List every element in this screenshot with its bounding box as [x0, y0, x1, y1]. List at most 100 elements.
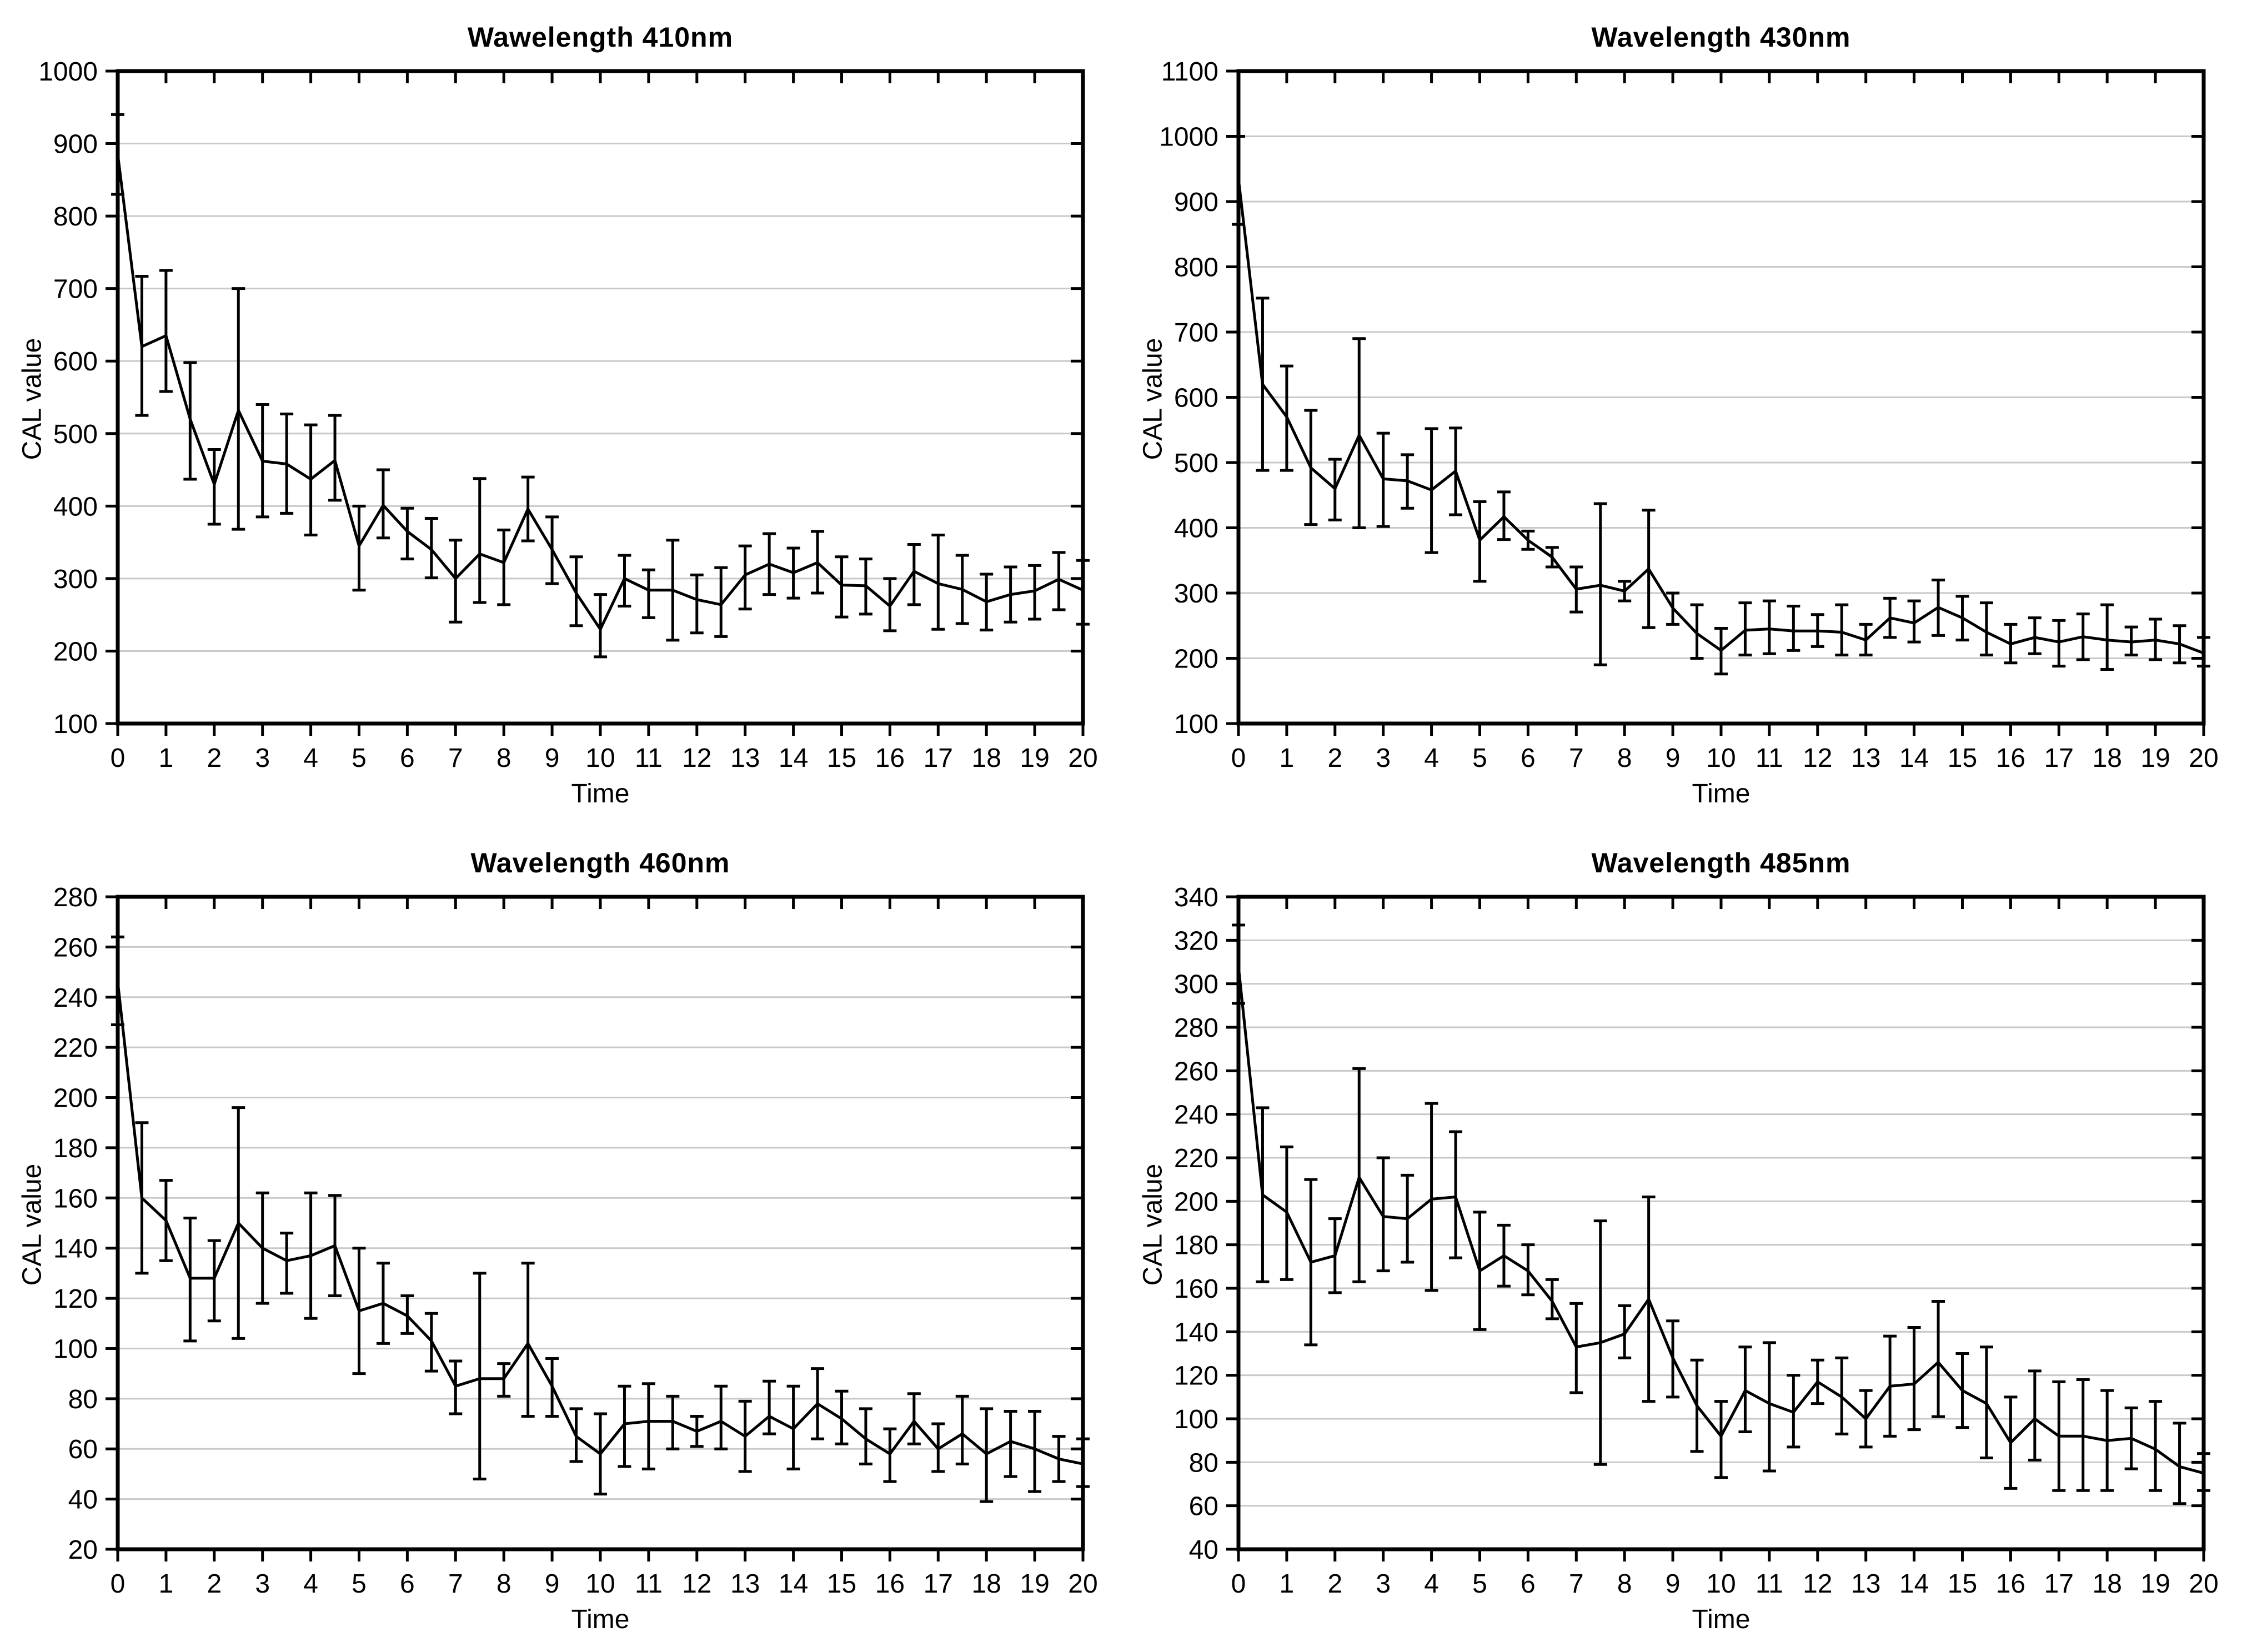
x-tick-label: 6 — [400, 744, 415, 773]
series-line — [1237, 966, 2204, 1475]
x-tick-label: 15 — [827, 1569, 856, 1599]
x-tick-label: 2 — [1327, 744, 1342, 773]
y-tick-label: 400 — [53, 492, 98, 521]
x-tick-label: 18 — [972, 1569, 1001, 1599]
x-tick-label: 2 — [1327, 1569, 1342, 1599]
y-tick-label: 260 — [1174, 1057, 1218, 1086]
x-tick-labels: 0 1 2 3 4 5 6 7 8 9 10 11 12 13 14 15 16 17 18 19 20 — [1231, 1569, 2219, 1599]
chart-cell-460nm: 20 40 60 80 100 120 140 160 180 200 220 240 260 280 0 1… — [0, 826, 1121, 1652]
chart-cell-485nm: 40 60 80 100 120 140 160 180 200 220 240 260 280 300 3… — [1121, 826, 2242, 1652]
x-tick-label: 11 — [635, 1569, 663, 1599]
y-axis-label-485nm: CAL value — [1138, 1163, 1168, 1286]
x-tick-label: 8 — [496, 1569, 511, 1599]
x-tick-label: 3 — [1376, 744, 1391, 773]
y-tick-label: 100 — [1174, 710, 1218, 739]
x-tick-label: 7 — [1569, 744, 1584, 773]
x-tick-label: 0 — [1231, 1569, 1246, 1599]
chart-title-410nm: Wawelength 410nm — [467, 22, 734, 53]
x-tick-label: 18 — [2093, 1569, 2122, 1599]
y-tick-label: 800 — [53, 202, 98, 232]
x-tick-label: 13 — [1851, 1569, 1880, 1599]
y-tick-label: 240 — [53, 983, 98, 1013]
x-tick-label: 13 — [730, 1569, 760, 1599]
y-tick-label: 300 — [1174, 970, 1218, 1000]
chart-background — [1121, 826, 2241, 1651]
x-tick-label: 15 — [827, 744, 856, 773]
x-tick-label: 3 — [1376, 1569, 1391, 1599]
x-tick-label: 6 — [400, 1569, 415, 1599]
x-tick-label: 2 — [207, 1569, 222, 1599]
x-tick-label: 12 — [682, 1569, 711, 1599]
x-tick-label: 12 — [1803, 1569, 1832, 1599]
y-tick-label: 60 — [68, 1435, 98, 1464]
x-tick-label: 14 — [1899, 744, 1929, 773]
y-tick-label: 140 — [53, 1234, 98, 1264]
series-line — [116, 982, 1084, 1465]
x-tick-label: 16 — [1996, 1569, 2025, 1599]
x-tick-label: 13 — [1851, 744, 1880, 773]
y-tick-labels: 20 40 60 80 100 120 140 160 180 200 220 240 260 280 — [53, 883, 98, 1565]
x-tick-label: 14 — [779, 1569, 808, 1599]
x-tick-label: 1 — [159, 744, 174, 773]
chart-title-485nm: Wavelength 485nm — [1591, 847, 1851, 878]
y-tick-label: 200 — [1174, 1187, 1218, 1217]
y-tick-labels: 40 60 80 100 120 140 160 180 200 220 240 260 280 300 3… — [1174, 883, 1218, 1565]
x-tick-label: 17 — [924, 1569, 953, 1599]
y-tick-label: 120 — [1174, 1362, 1218, 1391]
x-tick-label: 12 — [1803, 744, 1832, 773]
gridlines — [1238, 135, 2204, 659]
x-tick-label: 8 — [1617, 744, 1632, 773]
y-tick-label: 200 — [53, 1084, 98, 1113]
y-tick-label: 240 — [1174, 1101, 1218, 1130]
x-tick-label: 8 — [496, 744, 511, 773]
x-tick-label: 11 — [1756, 1569, 1783, 1599]
y-tick-label: 100 — [1174, 1405, 1218, 1434]
y-tick-label: 220 — [53, 1033, 98, 1063]
x-tick-label: 9 — [1666, 1569, 1681, 1599]
x-tick-label: 0 — [111, 1569, 126, 1599]
y-tick-label: 300 — [53, 565, 98, 594]
x-tick-label: 7 — [448, 744, 463, 773]
x-axis-label-485nm: Time — [1692, 1605, 1751, 1634]
x-tick-label: 4 — [303, 744, 318, 773]
x-tick-label: 10 — [585, 744, 615, 773]
gridlines — [118, 143, 1083, 652]
x-tick-label: 9 — [1666, 744, 1681, 773]
x-tick-label: 19 — [1020, 744, 1049, 773]
y-axis-label-460nm: CAL value — [17, 1163, 47, 1286]
x-tick-label: 18 — [972, 744, 1001, 773]
x-tick-label: 1 — [159, 1569, 174, 1599]
x-tick-label: 2 — [207, 744, 222, 773]
x-tick-label: 6 — [1521, 1569, 1536, 1599]
y-tick-label: 280 — [53, 883, 98, 912]
x-tick-label: 9 — [545, 1569, 560, 1599]
x-tick-label: 3 — [255, 1569, 270, 1599]
y-tick-label: 600 — [53, 347, 98, 376]
y-tick-label: 100 — [53, 710, 98, 739]
y-tick-label: 60 — [1189, 1492, 1218, 1522]
chart-title-460nm: Wavelength 460nm — [470, 847, 730, 878]
y-tick-label: 700 — [53, 275, 98, 304]
x-tick-label: 7 — [448, 1569, 463, 1599]
x-tick-label: 6 — [1521, 744, 1536, 773]
y-tick-label: 280 — [1174, 1013, 1218, 1043]
y-tick-label: 140 — [1174, 1318, 1218, 1347]
y-tick-label: 200 — [53, 637, 98, 666]
x-tick-label: 15 — [1948, 744, 1977, 773]
y-tick-label: 180 — [53, 1134, 98, 1163]
x-tick-label: 17 — [2044, 1569, 2074, 1599]
y-tick-label: 700 — [1174, 318, 1218, 348]
y-axis-label-410nm: CAL value — [17, 338, 47, 460]
y-tick-label: 900 — [53, 130, 98, 159]
axis-ticks — [106, 895, 1085, 1561]
x-tick-label: 5 — [352, 744, 367, 773]
x-tick-label: 11 — [1756, 744, 1783, 773]
chart-background — [0, 0, 1121, 826]
x-tick-label: 17 — [924, 744, 953, 773]
x-axis-label-460nm: Time — [571, 1605, 630, 1634]
x-tick-label: 10 — [1706, 744, 1736, 773]
x-tick-label: 5 — [1472, 1569, 1487, 1599]
x-tick-label: 15 — [1948, 1569, 1977, 1599]
